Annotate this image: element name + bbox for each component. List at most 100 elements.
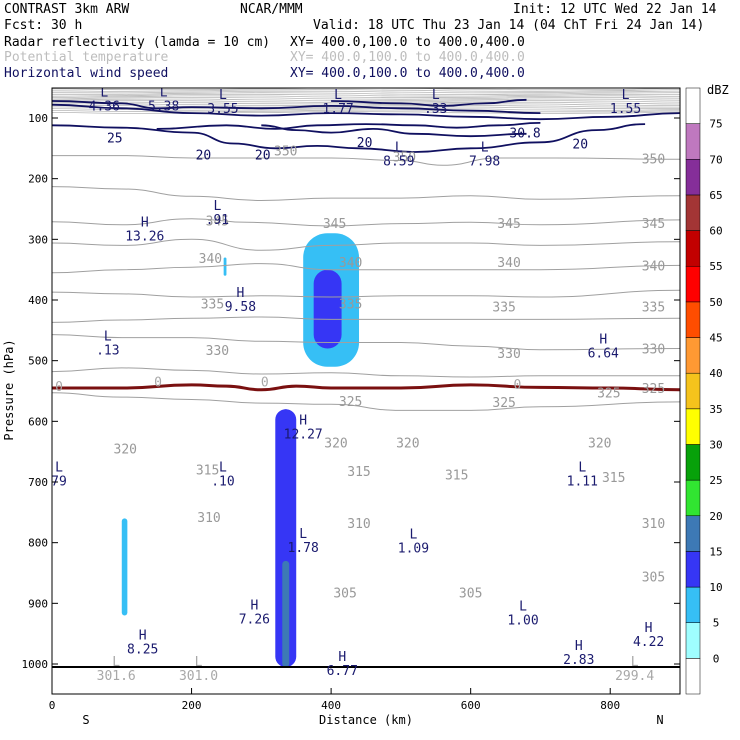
colorbar-segment	[685, 159, 701, 196]
extremum-type: H	[250, 598, 258, 613]
isentrope-label: 330	[206, 344, 229, 359]
extremum-value: 2.83	[563, 653, 594, 668]
extremum-type: L	[334, 88, 342, 103]
colorbar: dBZ 0 5 10 15 20 25 30 35 40 45 50 55 60 65 70 75	[685, 83, 729, 695]
header: CONTRAST 3km ARW NCAR/MMM Init: 12 UTC W…	[4, 2, 717, 81]
isentrope-label: 320	[324, 436, 347, 451]
extremum-value: 1.77	[322, 102, 353, 117]
header-valid-time: Valid: 18 UTC Thu 23 Jan 14 (04 ChT Fri …	[313, 18, 704, 33]
extremum-value: 79	[51, 475, 67, 490]
colorbar-level-label: 35	[709, 403, 722, 416]
colorbar-segment	[685, 194, 701, 231]
isentrope-320	[52, 316, 680, 323]
y-tick-label: 200	[28, 173, 48, 186]
colorbar-segment	[685, 87, 701, 124]
extremum-type: H	[299, 413, 307, 428]
isentrope-label: 345	[497, 217, 520, 232]
header-init-time: Init: 12 UTC Wed 22 Jan 14	[513, 2, 717, 17]
isentrope-label: 350	[642, 153, 665, 168]
colorbar-level-label: 20	[709, 510, 722, 523]
wind-contour-label: 20	[572, 137, 588, 152]
extremum-value: 13.26	[125, 230, 164, 245]
extremum-value: 4.36	[89, 100, 120, 115]
wind-contour-label: 20	[255, 148, 271, 163]
field-reflectivity-name: Radar reflectivity (lamda = 10 cm)	[4, 35, 270, 50]
x-axis-end-label: N	[656, 713, 663, 727]
isentrope-335	[52, 238, 680, 251]
colorbar-level-label: 45	[709, 332, 722, 345]
y-tick-label: 800	[28, 537, 48, 550]
wind-contour-label: 20	[196, 148, 212, 163]
colorbar-level-label: 65	[709, 189, 722, 202]
freezing-level-label: 0	[55, 380, 63, 395]
extremum-type: L	[410, 527, 418, 542]
colorbar-segment	[685, 658, 701, 695]
colorbar-segment	[685, 444, 701, 481]
stratospheric-isentrope	[52, 90, 680, 94]
stratospheric-isentrope	[52, 92, 680, 96]
x-tick-label: 200	[182, 699, 202, 712]
plot-background	[52, 88, 680, 694]
isentrope-label: 345	[642, 217, 665, 232]
x-axis-start-label: S	[82, 713, 89, 727]
isentrope-label: 320	[114, 442, 137, 457]
colorbar-segment	[685, 408, 701, 445]
extremum-type: H	[575, 639, 583, 654]
isentrope-350	[52, 155, 680, 166]
extremum-value: 301.0	[179, 669, 218, 684]
extremum-type: L	[622, 88, 630, 103]
wind-contour-20	[52, 103, 680, 121]
isentrope-label: 305	[459, 586, 482, 601]
extrema-labels: L4.36L5.38L3.55L1.77L.33L1.55L8.59L7.98L…	[51, 86, 664, 684]
colorbar-level-label: 15	[709, 545, 722, 558]
x-tick-label: 400	[321, 699, 341, 712]
colorbar-segment	[685, 622, 701, 659]
colorbar-level-label: 25	[709, 474, 722, 487]
extremum-value: 1.11	[567, 475, 598, 490]
isentrope-label: 340	[497, 256, 520, 271]
isentrope-label: 340	[339, 256, 362, 271]
extremum-value: 3.55	[207, 102, 238, 117]
extremum-value: .10	[211, 475, 234, 490]
isentrope-305	[52, 392, 680, 411]
reflectivity-cell	[121, 518, 128, 616]
colorbar-level-label: 40	[709, 367, 722, 380]
stratospheric-isentrope	[52, 95, 680, 99]
axes: Pressure (hPa) Distance (km) S N 1002003…	[2, 112, 680, 727]
header-model-title: CONTRAST 3km ARW	[4, 2, 129, 17]
extremum-type: L	[160, 86, 168, 101]
extremum-type: H	[338, 650, 346, 665]
extremum-type: L	[213, 199, 221, 214]
extremum-type: L	[100, 86, 108, 101]
isentrope-label: 325	[597, 387, 620, 402]
isentrope-labels: 350 350 350 345 345 345 345 340 340 340 340 335 335 3…	[114, 145, 666, 602]
extremum-value: .13	[96, 344, 119, 359]
extremum-value: 301.6	[97, 669, 136, 684]
plot-frame	[51, 87, 681, 695]
field-theta-xy: XY= 400.0,100.0 to 400.0,400.0	[290, 50, 525, 65]
stratospheric-isentrope	[52, 96, 680, 100]
freezing-level-label: 0	[514, 378, 522, 393]
wind-labels: 25 20 20 20 20 30.8	[107, 126, 588, 163]
y-tick-label: 100	[28, 112, 48, 125]
extremum-value: 1.78	[288, 541, 319, 556]
colorbar-segment	[685, 123, 701, 160]
isentrope-label: 340	[642, 259, 665, 274]
extremum-value: 9.58	[225, 300, 256, 315]
extremum-value: 8.25	[127, 643, 158, 658]
x-axis-label: Distance (km)	[319, 713, 413, 727]
x-tick-label: 0	[49, 699, 56, 712]
reflectivity-fill	[121, 233, 360, 668]
extremum-type: L	[631, 655, 639, 670]
stratospheric-isentrope	[52, 93, 680, 97]
isentrope-label: 315	[347, 465, 370, 480]
extremum-type: H	[141, 216, 149, 231]
extremum-type: L	[578, 461, 586, 476]
extremum-type: L	[432, 88, 440, 103]
stratospheric-isentrope	[52, 101, 680, 105]
isentrope-label: 315	[602, 471, 625, 486]
isentrope-label: 325	[642, 382, 665, 397]
extremum-value: 7.26	[239, 612, 270, 627]
x-tick-label: 600	[461, 699, 481, 712]
